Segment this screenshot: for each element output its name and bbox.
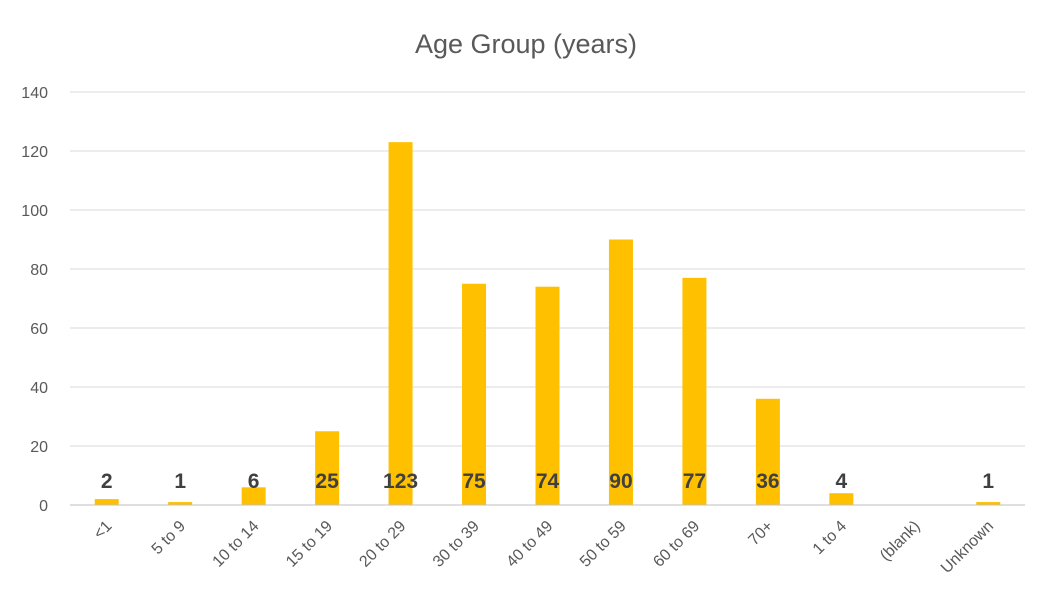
x-tick-label: 40 to 49 <box>503 518 556 571</box>
data-label: 25 <box>315 470 339 493</box>
bar <box>462 283 487 505</box>
x-tick-label: 30 to 39 <box>430 518 483 571</box>
x-tick-label: 15 to 19 <box>283 518 336 571</box>
x-tick-label: Unknown <box>938 518 997 577</box>
data-label: 36 <box>756 470 779 493</box>
data-label: 1 <box>982 470 994 493</box>
data-label: 1 <box>174 470 186 493</box>
x-tick-label: 5 to 9 <box>149 518 189 558</box>
bar <box>315 431 340 505</box>
y-tick-label: 100 <box>21 203 48 220</box>
bar <box>682 277 707 505</box>
x-tick-label: 20 to 29 <box>356 518 409 571</box>
y-tick-label: 140 <box>21 85 48 102</box>
data-label: 2 <box>101 470 113 493</box>
bar <box>976 502 1001 505</box>
bar <box>829 493 854 505</box>
x-axis-ticks: <1 5 to 9 10 to 14 15 to 19 20 to 29 30 to 39… <box>91 518 997 577</box>
data-labels: 2 1 6 25 123 75 74 90 77 36 4 1 <box>101 470 995 493</box>
data-label: 6 <box>248 470 260 493</box>
x-tick-label: 10 to 14 <box>210 518 263 571</box>
bar <box>755 398 780 505</box>
y-tick-label: 60 <box>30 321 48 338</box>
y-tick-label: 0 <box>39 498 48 515</box>
chart-title: Age Group (years) <box>415 29 637 59</box>
bars <box>94 142 1001 505</box>
data-label: 4 <box>836 470 848 493</box>
data-label: 90 <box>609 470 632 493</box>
x-tick-label: 50 to 59 <box>577 518 630 571</box>
data-label: 74 <box>536 470 560 493</box>
bar <box>168 502 193 505</box>
bar <box>535 286 560 505</box>
bar <box>608 239 633 505</box>
bar <box>94 499 119 505</box>
y-tick-label: 120 <box>21 144 48 161</box>
data-label: 75 <box>462 470 486 493</box>
data-label: 77 <box>683 470 706 493</box>
y-tick-label: 20 <box>30 439 48 456</box>
data-label: 123 <box>383 470 418 493</box>
y-tick-label: 40 <box>30 380 48 397</box>
y-axis-ticks: 0 20 40 60 80 100 120 140 <box>21 85 48 515</box>
bar <box>388 142 413 505</box>
x-tick-label: <1 <box>91 518 116 543</box>
x-tick-label: 70+ <box>746 518 777 549</box>
y-tick-label: 80 <box>30 262 48 279</box>
x-tick-label: 1 to 4 <box>810 518 850 558</box>
x-tick-label: (blank) <box>877 518 924 565</box>
bar <box>241 487 266 505</box>
x-tick-label: 60 to 69 <box>650 518 703 571</box>
